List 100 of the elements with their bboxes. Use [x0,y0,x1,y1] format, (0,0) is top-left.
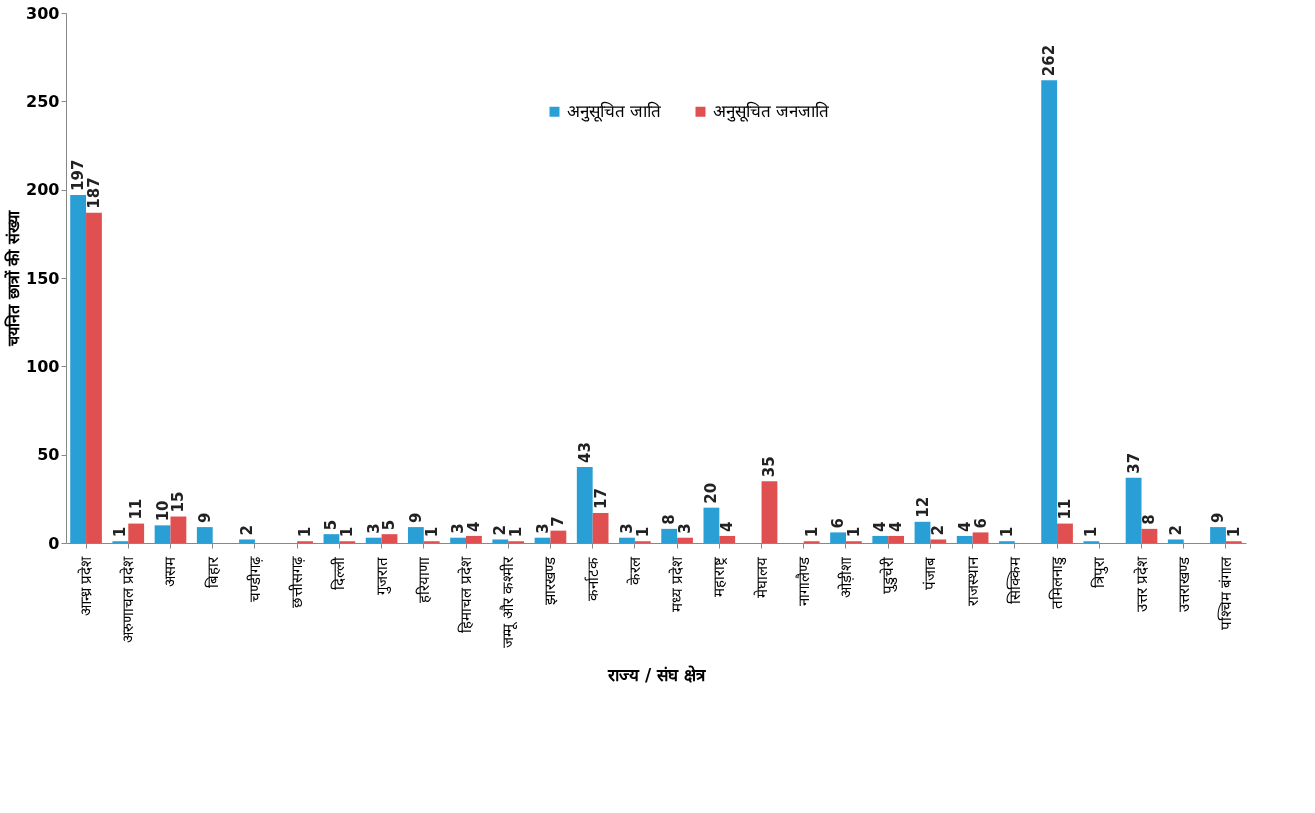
x-tick-label: छत्तीसगढ़ [288,555,307,608]
data-label: 20 [702,482,721,504]
bar [450,537,467,543]
data-label: 37 [1124,452,1143,474]
data-label: 1 [338,526,357,538]
x-tick-label: हिमाचल प्रदेश [457,555,476,634]
data-label: 3 [533,523,552,534]
data-label: 2 [238,525,257,536]
x-tick-label: पश्चिम बंगाल [1216,555,1235,631]
bar [365,537,382,543]
y-tick-label: 300 [26,3,60,23]
x-tick-label: कर्नाटक [583,556,602,601]
bar [761,481,778,543]
x-tick-label: उत्तर प्रदेश [1132,555,1151,613]
data-label: 11 [127,498,146,520]
x-tick-label: चण्डीगढ़ [245,555,264,602]
bar [956,535,973,543]
bar [930,539,947,543]
x-tick-label: जम्मू और कश्मीर [499,555,519,649]
x-tick-label: हरियाणा [414,555,433,603]
data-label: 9 [195,512,214,524]
x-tick-label: सिक्किम [1005,555,1024,604]
bar [196,527,213,543]
bar [239,539,255,543]
y-tick-label: 250 [26,91,60,111]
data-label: 6 [829,517,848,529]
data-label: 6 [971,517,990,529]
x-tick-label: अरुणाचल प्रदेश [119,555,138,644]
x-tick-label: तमिलनाडु [1048,555,1068,609]
data-label: 1 [1082,526,1101,538]
bar [86,212,102,543]
bar [888,535,905,543]
data-label: 5 [380,519,399,531]
data-label: 8 [1140,514,1159,525]
data-label: 4 [955,521,974,532]
y-tick-label: 200 [26,180,60,200]
data-label: 5 [322,519,341,531]
y-tick-label: 150 [26,268,60,288]
x-tick-label: गुजरात [372,556,392,595]
legend-label: अनुसूचित जनजाति [713,100,830,122]
x-tick-label: आन्ध्र प्रदेश [77,555,96,617]
bar [1041,80,1058,543]
x-tick-label: राजस्थान [963,555,982,606]
bar [576,467,593,543]
data-label: 3 [364,523,383,534]
data-label: 1 [507,526,526,538]
x-tick-label: मध्य प्रदेश [668,555,687,613]
data-label: 1 [997,526,1016,538]
bar [466,535,482,543]
bar [1125,477,1142,543]
bar [407,527,424,543]
y-tick-label: 50 [37,445,60,465]
data-label: 9 [1209,512,1228,524]
bar [1210,527,1226,543]
x-tick-label: बिहार [203,555,222,588]
bar [128,523,145,543]
bar [619,537,635,543]
x-tick-label: दिल्ली [330,555,349,590]
data-label: 1 [802,526,821,538]
x-tick-label: उत्तराखण्ड [1174,555,1193,612]
data-label: 262 [1040,44,1059,77]
data-label: 1 [422,526,441,538]
data-label: 1 [844,526,863,538]
bar [830,532,846,543]
x-tick-label: झारखण्ड [541,555,560,605]
y-tick-label: 0 [48,533,60,553]
bar [661,528,678,543]
data-label: 35 [760,456,779,478]
bar [719,535,736,543]
data-label: 3 [617,523,636,534]
bar [381,534,398,543]
bar [492,539,509,543]
data-label: 15 [169,491,188,513]
data-label: 3 [676,523,695,534]
data-label: 1 [633,526,652,538]
data-label: 1 [111,526,130,538]
bar [323,534,340,543]
x-tick-label: ओड़ीशा [836,555,855,598]
bar [70,194,87,543]
y-axis-title: चयनित छात्रों की संख्या [4,210,24,347]
x-tick-label: त्रिपुरा [1090,555,1110,588]
data-label: 1 [296,526,315,538]
bar [1141,528,1158,543]
bar [972,532,989,543]
x-tick-label: केरल [625,555,644,585]
data-label: 4 [718,521,737,532]
bar [592,512,609,543]
data-label: 4 [887,521,906,532]
data-label: 4 [871,521,890,532]
data-label: 11 [1055,498,1074,520]
x-axis-title: राज्य / संघ क्षेत्र [607,665,706,686]
data-label: 10 [153,500,172,522]
bar [1167,539,1184,543]
x-tick-label: पुडुचेरी [879,555,899,594]
bar [677,537,693,543]
x-tick-label: महाराष्ट्र [710,556,729,597]
legend-label: अनुसूचित जाति [567,100,662,122]
bar [872,535,889,543]
bar [1057,523,1073,543]
data-label: 43 [575,442,594,464]
